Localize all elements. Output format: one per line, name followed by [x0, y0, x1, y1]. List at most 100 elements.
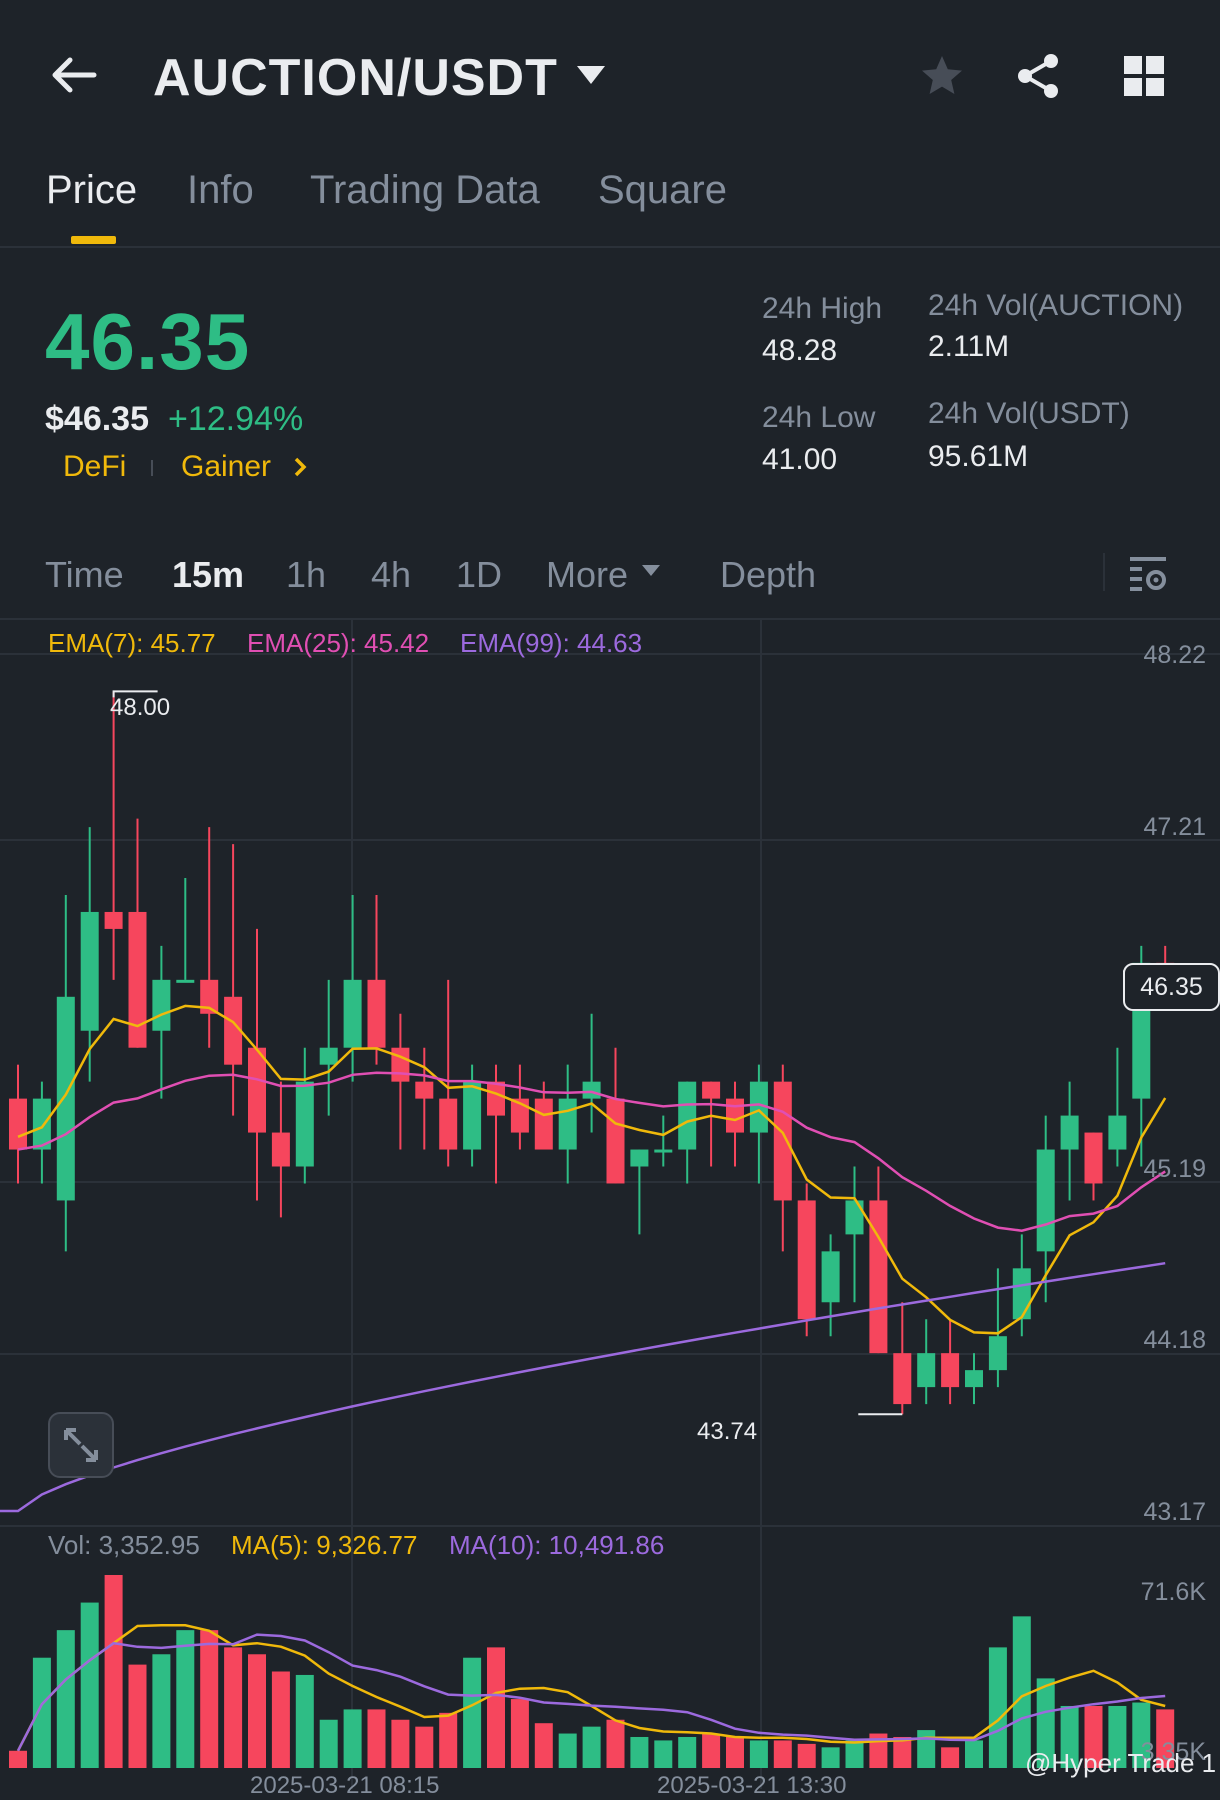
layout-button[interactable]	[1122, 54, 1166, 103]
volume-bar	[104, 1575, 123, 1768]
interval-4h[interactable]: 4h	[371, 554, 412, 595]
more-caret-icon	[641, 564, 661, 583]
volume-bar	[1060, 1705, 1079, 1768]
candle	[845, 1200, 864, 1235]
current-price-tag: 46.35	[1123, 963, 1220, 1011]
price-chart[interactable]	[0, 620, 1220, 1789]
active-tab-indicator	[71, 236, 116, 244]
share-icon	[1018, 54, 1058, 98]
high-value: 48.28	[762, 334, 838, 367]
volume-bar	[845, 1740, 864, 1768]
favorite-button[interactable]	[918, 52, 966, 105]
volume-bar	[606, 1719, 625, 1768]
y-tick: 45.19	[1143, 1155, 1206, 1183]
candle	[749, 1081, 768, 1133]
volume-bar	[487, 1647, 505, 1768]
ema99-legend: EMA(99): 44.63	[460, 628, 643, 658]
toolbar-bottom-border	[0, 618, 1220, 620]
volume-bar	[271, 1671, 290, 1768]
y-tick: 47.21	[1143, 813, 1206, 841]
tag-gainer[interactable]: Gainer	[181, 450, 272, 483]
volume-bar	[295, 1674, 314, 1768]
depth-tab[interactable]: Depth	[720, 554, 817, 595]
candle	[56, 996, 75, 1201]
volume-bar	[1036, 1678, 1055, 1768]
candle	[248, 1047, 266, 1133]
share-button[interactable]	[1015, 52, 1063, 105]
y-tick: 44.18	[1143, 1326, 1206, 1354]
pair-dropdown[interactable]	[575, 64, 607, 91]
back-button[interactable]	[48, 50, 98, 100]
vol-axis-tick: 71.6K	[1140, 1578, 1206, 1606]
expand-icon	[64, 1428, 98, 1462]
candle	[439, 1098, 458, 1150]
candle	[415, 1081, 434, 1099]
candle	[463, 1081, 482, 1150]
tab-trading-data[interactable]: Trading Data	[310, 168, 540, 212]
volume-bar	[224, 1647, 243, 1768]
volume-bar	[32, 1657, 51, 1768]
x-axis-label: 2025-03-21 08:15	[250, 1772, 440, 1799]
volume-bar	[510, 1699, 529, 1768]
vol-base-value: 2.11M	[928, 330, 1010, 363]
chevron-right-icon[interactable]	[292, 456, 308, 483]
volume-bar	[56, 1630, 75, 1768]
vol-ma10-line	[16, 1633, 1166, 1752]
volume-bar	[582, 1726, 601, 1768]
candle	[893, 1353, 912, 1405]
candle	[128, 911, 147, 1048]
volume-bar	[343, 1709, 362, 1768]
volume-bar	[702, 1733, 721, 1768]
interval-time[interactable]: Time	[45, 554, 124, 595]
candle	[176, 979, 195, 983]
vol-base-label: 24h Vol(AUCTION)	[928, 289, 1184, 322]
y-tick: 48.22	[1143, 641, 1206, 669]
pair-title[interactable]: AUCTION/USDT	[153, 49, 558, 107]
candle	[773, 1081, 792, 1201]
candle	[224, 996, 243, 1065]
volume-bar	[558, 1733, 577, 1768]
caret-down-icon	[577, 66, 605, 84]
volume-bar	[1084, 1705, 1103, 1768]
interval-1d[interactable]: 1D	[456, 554, 503, 595]
candle	[1036, 1149, 1055, 1252]
volume-bar	[391, 1719, 410, 1768]
tab-square[interactable]: Square	[598, 168, 727, 212]
tab-info[interactable]: Info	[187, 168, 254, 212]
fullscreen-button[interactable]	[48, 1412, 114, 1478]
volume-bar	[654, 1740, 673, 1768]
vol-axis-tick: 3.35K	[1140, 1738, 1206, 1766]
candle	[9, 1098, 27, 1150]
volume-bar	[439, 1712, 458, 1768]
high-marker-line	[112, 690, 158, 698]
ema7-line	[17, 1004, 1167, 1335]
volume-bar	[1108, 1705, 1127, 1768]
tag-divider	[151, 460, 153, 476]
candle	[319, 1047, 338, 1065]
interval-15m[interactable]: 15m	[172, 554, 245, 595]
chart-settings-button[interactable]	[1128, 554, 1168, 599]
volume-bar	[367, 1709, 386, 1768]
candle	[917, 1353, 936, 1388]
candle	[821, 1251, 840, 1303]
volume-bar	[200, 1630, 219, 1768]
ma5-legend: MA(5): 9,326.77	[231, 1530, 418, 1560]
volume-bar	[917, 1730, 936, 1768]
tab-price[interactable]: Price	[46, 168, 138, 212]
volume-bar	[630, 1736, 649, 1768]
volume-bar	[248, 1654, 266, 1768]
volume-bar	[1012, 1616, 1031, 1768]
candle	[367, 979, 386, 1048]
volume-bar	[152, 1654, 171, 1768]
candle	[678, 1081, 697, 1150]
candle	[558, 1098, 577, 1150]
grid-icon	[1124, 56, 1164, 96]
interval-more[interactable]: More	[546, 554, 629, 595]
candle	[702, 1081, 721, 1099]
chart-settings-icon	[1130, 557, 1166, 591]
candle	[391, 1047, 410, 1082]
candle	[487, 1081, 505, 1116]
volume-bar	[415, 1726, 434, 1768]
interval-1h[interactable]: 1h	[286, 554, 327, 595]
tag-defi[interactable]: DeFi	[63, 450, 127, 483]
